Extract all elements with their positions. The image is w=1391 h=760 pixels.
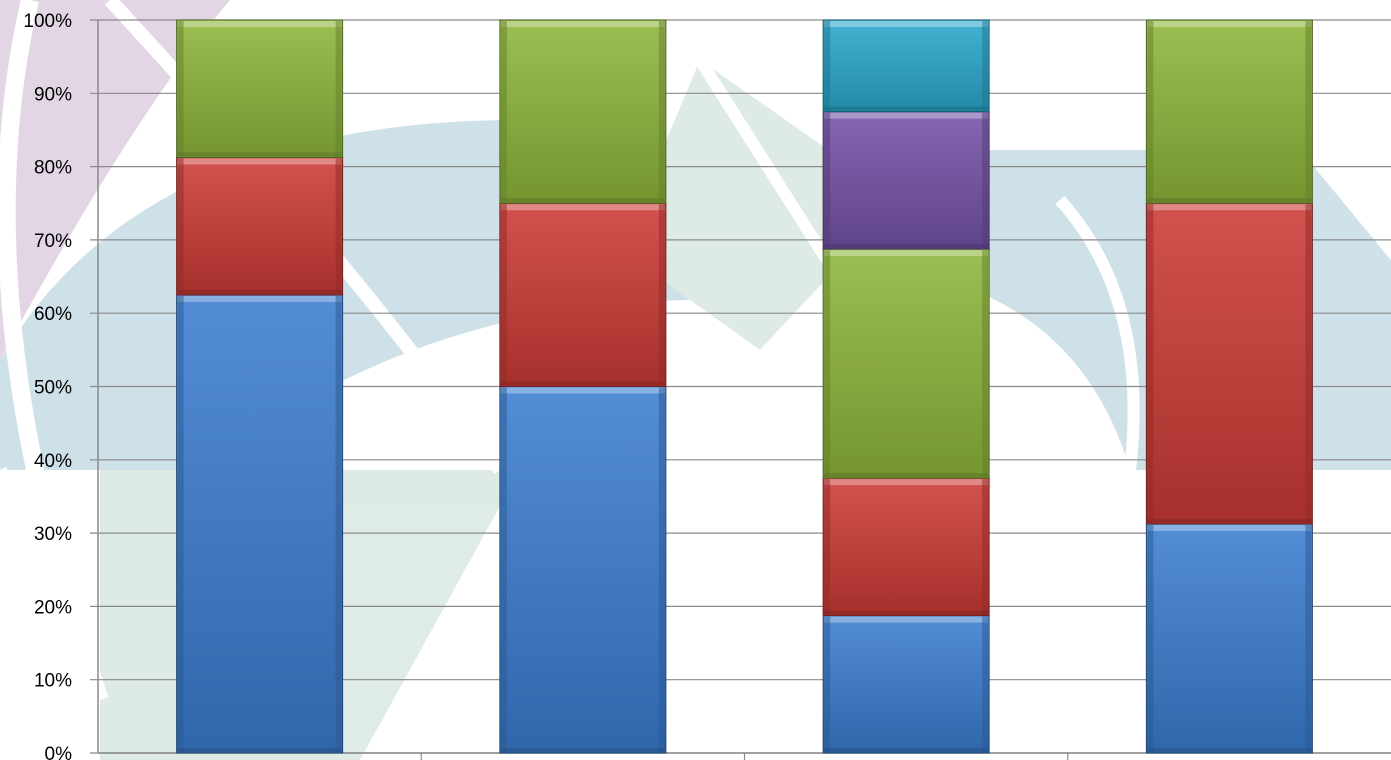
bar-segment-body (822, 615, 990, 754)
bar-segment-bevel-top (824, 21, 989, 27)
bar-segment-body (822, 111, 990, 250)
bar-segment-bevel-bottom (500, 381, 665, 386)
bar-segment-bevel-left (824, 616, 831, 752)
bar-segment-bevel-top (500, 387, 665, 394)
bar-segment-body (499, 202, 667, 387)
y-tick-label: 20% (34, 597, 72, 618)
bar-segment-bevel-left (177, 295, 184, 752)
bar-segment (1145, 523, 1313, 754)
bar-segment (176, 156, 344, 296)
bar-segment-bevel-bottom (824, 473, 989, 478)
bar-segment-bevel-right (982, 250, 989, 478)
y-tick-label: 60% (34, 304, 72, 325)
bar-segment-bevel-left (824, 479, 831, 615)
bar-segment-bevel-left (824, 21, 831, 111)
bar-segment-body (1145, 523, 1313, 754)
y-tick-label: 80% (34, 158, 72, 179)
bar-segment-bevel-left (824, 250, 831, 478)
bar-segment-bevel-right (335, 21, 342, 157)
bar-segment-bevel-top (500, 21, 665, 27)
bar-segment-bevel-top (177, 21, 342, 27)
y-tick-labels: 0% 10% 20% 30% 40% 50% 60% 70% 80% 90% 100% (23, 11, 72, 760)
bar-segment (822, 248, 990, 479)
bar-segment-bevel-bottom (1147, 518, 1312, 523)
bar-segment-bevel-left (1147, 21, 1154, 203)
bar-segment-body (822, 248, 990, 479)
bar-segment-bevel-right (982, 21, 989, 111)
bar-segment-bevel-top (824, 250, 989, 257)
bar-segment-bevel-left (824, 112, 831, 249)
bar-segment (822, 615, 990, 754)
bar-segment-body (1145, 202, 1313, 525)
bar-segment-body (499, 386, 667, 754)
bar-segment-bevel-bottom (824, 244, 989, 249)
bar-segment-body (822, 477, 990, 617)
bar-segment-bevel-bottom (1147, 198, 1312, 203)
bar-segment-bevel-left (1147, 524, 1154, 752)
bar-segment-body (176, 294, 344, 754)
bar-segment-bevel-bottom (824, 610, 989, 615)
bar-segment (822, 111, 990, 250)
bar-segment (176, 294, 344, 754)
bar-segment-bevel-right (658, 387, 665, 752)
bar-segment-bevel-top (824, 479, 989, 486)
bar-segment-body (499, 19, 667, 204)
y-tick-label: 90% (34, 84, 72, 105)
bar-segment-bevel-top (500, 204, 665, 211)
bar-segment-bevel-bottom (824, 106, 989, 111)
bar-segment-bevel-bottom (177, 152, 342, 157)
bar-segment-bevel-top (177, 295, 342, 302)
bar-segment-bevel-right (1305, 204, 1312, 523)
bar-segment-bevel-right (1305, 524, 1312, 752)
bar-segment-bevel-right (982, 112, 989, 249)
bar-segment-bevel-bottom (177, 289, 342, 294)
bar-segment-body (822, 19, 990, 113)
bar-segment-body (1145, 19, 1313, 204)
bar-segment (822, 477, 990, 617)
bar-segment-bevel-bottom (500, 198, 665, 203)
bar-segment (499, 202, 667, 387)
bar-segment-bevel-left (1147, 204, 1154, 523)
bar-segment-body (176, 156, 344, 296)
bar-segment (822, 19, 990, 113)
bar-segment-bevel-right (335, 158, 342, 294)
y-tick-label: 100% (23, 11, 72, 32)
bar-segment-bevel-left (500, 204, 507, 386)
bar-segment (499, 386, 667, 754)
bar-segment-bevel-right (982, 616, 989, 752)
bar-segment-bevel-bottom (1147, 748, 1312, 752)
bar-segment-bevel-top (1147, 204, 1312, 211)
bar-segment (1145, 19, 1313, 204)
bar-segment-bevel-bottom (177, 748, 342, 752)
bar-segment-bevel-top (1147, 524, 1312, 531)
bar-segment-bevel-bottom (500, 748, 665, 752)
bar-segment-bevel-left (500, 387, 507, 752)
bar-segment-body (176, 19, 344, 158)
bar-segment-bevel-left (500, 21, 507, 203)
y-tick-label: 30% (34, 524, 72, 545)
bar-segment-bevel-top (824, 616, 989, 623)
bar-segment-bevel-right (982, 479, 989, 615)
bar-segment-bevel-right (335, 295, 342, 752)
bar-segment-bevel-top (1147, 21, 1312, 27)
bar-segment-bevel-bottom (824, 748, 989, 752)
bar-segment-bevel-left (177, 21, 184, 157)
y-tick-label: 50% (34, 378, 72, 399)
bar-segment-bevel-right (658, 204, 665, 386)
bar-segment-bevel-left (177, 158, 184, 294)
bar-segment (1145, 202, 1313, 525)
y-tick-label: 10% (34, 671, 72, 692)
y-tick-label: 0% (45, 744, 73, 760)
bars (176, 19, 1313, 754)
bar-segment (499, 19, 667, 204)
y-tick-label: 70% (34, 231, 72, 252)
bar-segment (176, 19, 344, 158)
bar-segment-bevel-right (1305, 21, 1312, 203)
bar-segment-bevel-top (824, 112, 989, 119)
bar-segment-bevel-right (658, 21, 665, 203)
y-tick-label: 40% (34, 451, 72, 472)
bar-segment-bevel-top (177, 158, 342, 165)
